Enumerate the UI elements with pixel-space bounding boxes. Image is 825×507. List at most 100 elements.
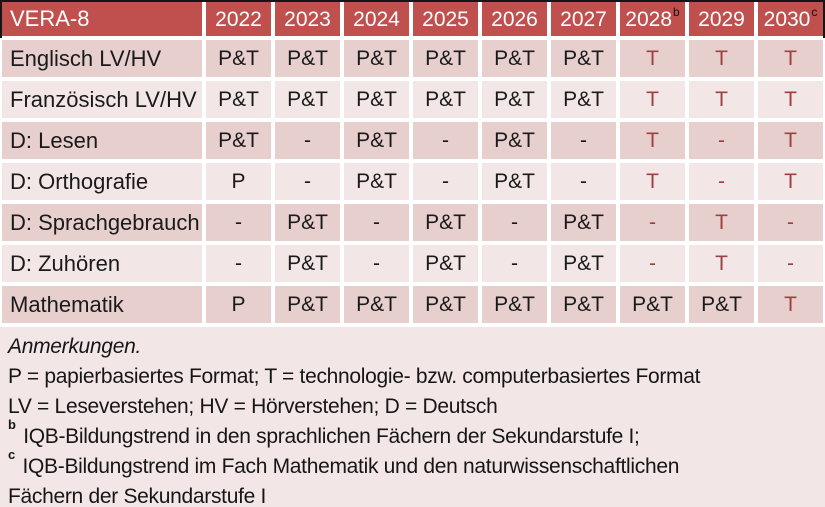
format-cell: P&T	[344, 163, 409, 200]
year-label: 2022	[215, 7, 262, 31]
header-cell-year: 2023	[275, 2, 340, 36]
format-cell: P&T	[482, 81, 547, 118]
format-cell: T	[758, 163, 823, 200]
format-cell: -	[275, 163, 340, 200]
note-line: c IQB-Bildungstrend im Fach Mathematik u…	[8, 447, 680, 507]
format-cell: P&T	[413, 286, 478, 323]
notes-section: Anmerkungen. P = papierbasiertes Format;…	[0, 327, 825, 507]
format-cell: -	[620, 245, 685, 282]
format-cell: T	[758, 286, 823, 323]
format-cell: P&T	[275, 40, 340, 77]
row-label: D: Zuhören	[2, 245, 202, 282]
format-cell: -	[482, 204, 547, 241]
notes-title: Anmerkungen.	[8, 335, 141, 358]
format-cell: P&T	[275, 81, 340, 118]
format-cell: P&T	[551, 81, 616, 118]
header-cell-year: 2030 c	[758, 2, 823, 36]
format-cell: P&T	[689, 286, 754, 323]
format-cell: P&T	[413, 40, 478, 77]
format-cell: P&T	[551, 204, 616, 241]
format-cell: -	[344, 245, 409, 282]
format-cell: T	[689, 204, 754, 241]
format-cell: T	[689, 245, 754, 282]
frame-line-right	[823, 0, 825, 38]
format-cell: P&T	[482, 40, 547, 77]
row-label: Englisch LV/HV	[2, 40, 202, 77]
frame-line-left	[0, 0, 2, 38]
vera8-table: VERA-8 2022 2023 2024 2025 2026 2027 2028 b 2029 2…	[0, 2, 825, 323]
format-cell: P&T	[413, 81, 478, 118]
format-cell: -	[413, 163, 478, 200]
row-label: Mathematik	[2, 286, 202, 323]
format-cell: -	[275, 122, 340, 159]
year-label: 2024	[353, 7, 400, 31]
footnote-marker: b	[8, 417, 16, 432]
format-cell: -	[758, 245, 823, 282]
format-cell: P&T	[275, 245, 340, 282]
format-cell: P&T	[275, 286, 340, 323]
format-cell: -	[551, 122, 616, 159]
row-label: D: Orthografie	[2, 163, 202, 200]
format-cell: P&T	[206, 81, 271, 118]
year-label: 2026	[491, 7, 538, 31]
year-label: 2029	[698, 7, 745, 31]
format-cell: P&T	[344, 286, 409, 323]
format-cell: P	[206, 286, 271, 323]
header-cell-table-title: VERA-8	[2, 2, 202, 36]
format-cell: P&T	[344, 81, 409, 118]
format-cell: -	[758, 204, 823, 241]
format-cell: -	[413, 122, 478, 159]
format-cell: -	[206, 245, 271, 282]
footnote-marker: c	[8, 447, 15, 462]
format-cell: -	[689, 122, 754, 159]
format-cell: P&T	[413, 204, 478, 241]
format-cell: T	[620, 40, 685, 77]
format-cell: P&T	[413, 245, 478, 282]
format-cell: -	[482, 245, 547, 282]
format-cell: -	[344, 204, 409, 241]
format-cell: P&T	[482, 286, 547, 323]
year-label: 2030	[763, 7, 811, 31]
format-cell: P&T	[551, 40, 616, 77]
format-cell: P&T	[482, 122, 547, 159]
note-line: LV = Leseverstehen; HV = Hörverstehen; D…	[8, 395, 498, 418]
note-line: b IQB-Bildungstrend in den sprachlichen …	[8, 417, 640, 448]
format-cell: -	[551, 163, 616, 200]
frame-line-top	[0, 0, 825, 2]
header-cell-year: 2022	[206, 2, 271, 36]
format-cell: -	[206, 204, 271, 241]
format-cell: P&T	[275, 204, 340, 241]
year-label: 2023	[284, 7, 331, 31]
format-cell: T	[689, 40, 754, 77]
format-cell: P&T	[344, 40, 409, 77]
header-cell-year: 2027	[551, 2, 616, 36]
note-line: P = papierbasiertes Format; T = technolo…	[8, 365, 701, 388]
format-cell: P&T	[620, 286, 685, 323]
year-label: 2028	[625, 7, 673, 31]
format-cell: P&T	[551, 286, 616, 323]
year-label: 2025	[422, 7, 469, 31]
format-cell: -	[689, 163, 754, 200]
header-cell-year: 2028 b	[620, 2, 685, 36]
format-cell: -	[620, 204, 685, 241]
year-label: 2027	[560, 7, 607, 31]
format-cell: P&T	[206, 40, 271, 77]
format-cell: T	[620, 81, 685, 118]
row-label: Französisch LV/HV	[2, 81, 202, 118]
header-cell-year: 2025	[413, 2, 478, 36]
format-cell: T	[620, 163, 685, 200]
format-cell: T	[758, 122, 823, 159]
format-cell: P	[206, 163, 271, 200]
format-cell: T	[758, 81, 823, 118]
format-cell: P&T	[482, 163, 547, 200]
format-cell: T	[689, 81, 754, 118]
header-cell-year: 2026	[482, 2, 547, 36]
format-cell: P&T	[206, 122, 271, 159]
format-cell: T	[758, 40, 823, 77]
header-cell-year: 2029	[689, 2, 754, 36]
format-cell: P&T	[551, 245, 616, 282]
format-cell: P&T	[344, 122, 409, 159]
row-label: D: Sprachgebrauch	[2, 204, 202, 241]
header-cell-year: 2024	[344, 2, 409, 36]
